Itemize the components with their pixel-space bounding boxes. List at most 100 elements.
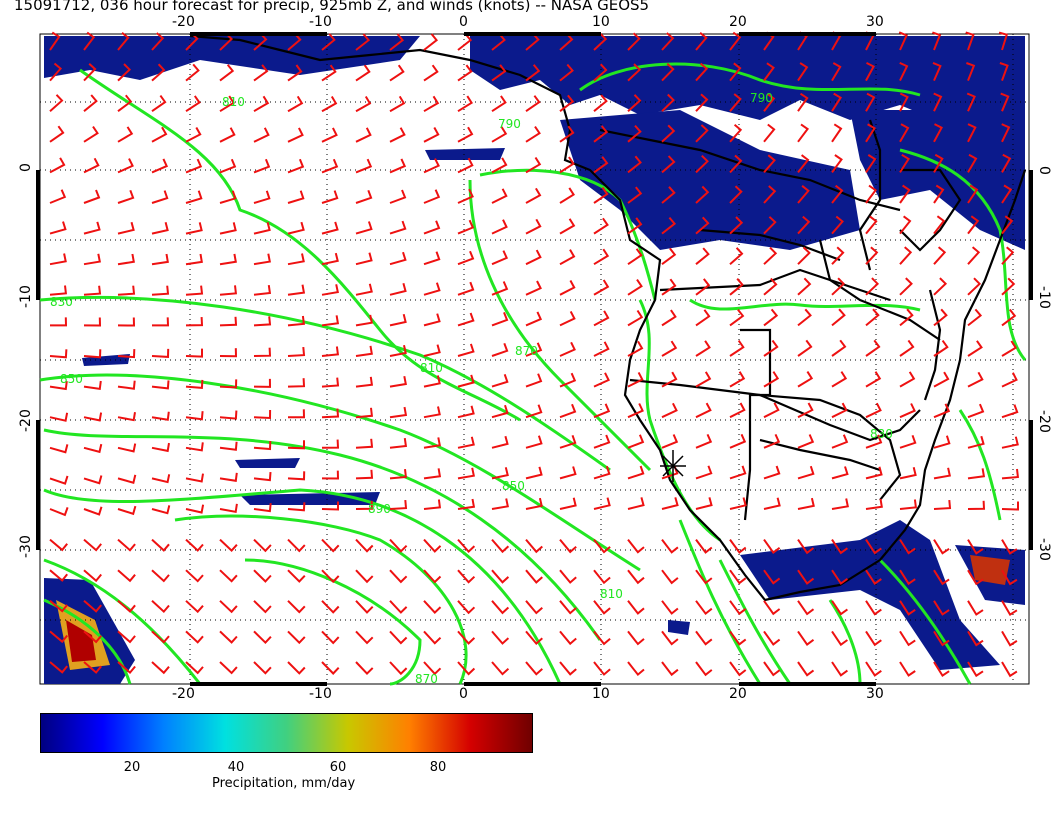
wind-barb xyxy=(729,308,745,327)
wind-barb xyxy=(253,503,272,513)
wind-barb xyxy=(1001,340,1018,357)
wind-barb xyxy=(389,95,406,113)
wind-barb xyxy=(457,630,476,645)
wind-barb xyxy=(661,155,676,174)
wind-barb xyxy=(525,466,543,480)
wind-barb xyxy=(457,467,475,480)
wind-barb xyxy=(593,279,610,296)
wind-barb xyxy=(525,187,542,204)
wind-barb xyxy=(797,123,810,143)
wind-barb xyxy=(185,63,200,82)
wind-barb xyxy=(219,190,237,204)
wind-barb xyxy=(355,569,374,584)
wind-barb xyxy=(253,158,271,174)
wind-barb xyxy=(559,63,574,82)
wind-barb xyxy=(831,434,849,449)
wind-barb xyxy=(627,32,641,51)
wind-barb xyxy=(933,92,943,112)
wind-barb xyxy=(593,465,611,480)
wind-barb xyxy=(729,31,742,51)
wind-barb xyxy=(355,469,374,480)
wind-barb xyxy=(797,277,812,296)
wind-barb xyxy=(933,277,948,296)
wind-barb xyxy=(287,347,306,357)
wind-barb xyxy=(695,371,712,388)
wind-barb xyxy=(185,442,204,452)
wind-barb xyxy=(831,123,843,143)
wind-barb xyxy=(831,154,843,173)
wind-barb xyxy=(763,246,778,265)
wind-barb xyxy=(1001,600,1018,616)
wind-barb xyxy=(627,63,642,82)
wind-barb xyxy=(423,189,441,204)
wind-barb xyxy=(525,342,543,357)
wind-barb xyxy=(321,470,340,480)
wind-barb xyxy=(253,472,272,482)
contour-label: 850 xyxy=(60,372,83,386)
wind-barb xyxy=(797,246,811,265)
wind-barb xyxy=(219,569,238,583)
wind-barb xyxy=(423,630,442,645)
colorbar-tick: 20 xyxy=(123,760,141,775)
wind-barb xyxy=(559,600,577,615)
contour-label: 810 xyxy=(420,361,443,375)
wind-barb xyxy=(593,538,611,554)
wind-barb xyxy=(389,33,405,51)
wind-barb xyxy=(49,349,68,359)
wind-barb xyxy=(661,434,679,449)
wind-barb xyxy=(287,190,305,204)
wind-barb xyxy=(695,497,713,510)
lon-tick: 30 xyxy=(866,686,884,700)
wind-barb xyxy=(253,600,272,614)
wind-barb xyxy=(967,184,979,204)
wind-barb xyxy=(525,404,543,419)
wind-barb xyxy=(797,402,814,419)
wind-barb xyxy=(423,282,441,296)
wind-barb xyxy=(49,285,68,296)
wind-barb xyxy=(627,309,644,327)
wind-barb xyxy=(117,317,136,327)
graticule xyxy=(40,34,1029,684)
wind-barb xyxy=(423,220,441,235)
wind-barb xyxy=(287,538,306,553)
wind-barb xyxy=(899,339,915,357)
lon-tick: 10 xyxy=(592,686,610,700)
wind-barb xyxy=(1001,308,1017,327)
wind-barb xyxy=(321,221,339,235)
wind-barb xyxy=(899,61,909,82)
wind-barb xyxy=(865,539,882,555)
lon-tick: -20 xyxy=(172,686,195,700)
wind-barb xyxy=(899,499,918,510)
wind-barb xyxy=(491,219,508,235)
wind-barb xyxy=(899,123,910,143)
wind-barb xyxy=(1001,215,1014,235)
wind-barb xyxy=(593,217,609,235)
wind-barb xyxy=(627,465,645,480)
wind-barb xyxy=(797,630,815,647)
wind-barb xyxy=(219,253,237,266)
wind-barb xyxy=(797,154,810,174)
wind-barb xyxy=(49,253,67,266)
wind-barb xyxy=(933,308,948,327)
wind-barb xyxy=(797,92,809,112)
wind-barb xyxy=(865,630,882,647)
wind-barb xyxy=(763,661,781,677)
wind-barb xyxy=(491,600,510,615)
wind-barb xyxy=(287,127,304,143)
wind-barb xyxy=(219,379,238,389)
colorbar-tick: 80 xyxy=(429,760,447,775)
wind-barb xyxy=(729,539,747,554)
contour-label: 810 xyxy=(222,95,245,109)
wind-barb xyxy=(967,277,982,296)
map-title: 15091712, 036 hour forecast for precip, … xyxy=(14,0,650,14)
wind-barb xyxy=(661,630,679,646)
wind-barb xyxy=(423,33,439,51)
wind-barb xyxy=(695,340,711,357)
wind-barb xyxy=(287,630,306,645)
wind-barb xyxy=(525,435,543,449)
wind-barb xyxy=(117,630,136,644)
wind-barb xyxy=(1001,404,1019,419)
wind-barb xyxy=(219,95,236,113)
wind-barb xyxy=(797,185,810,204)
wind-barb xyxy=(83,661,102,674)
